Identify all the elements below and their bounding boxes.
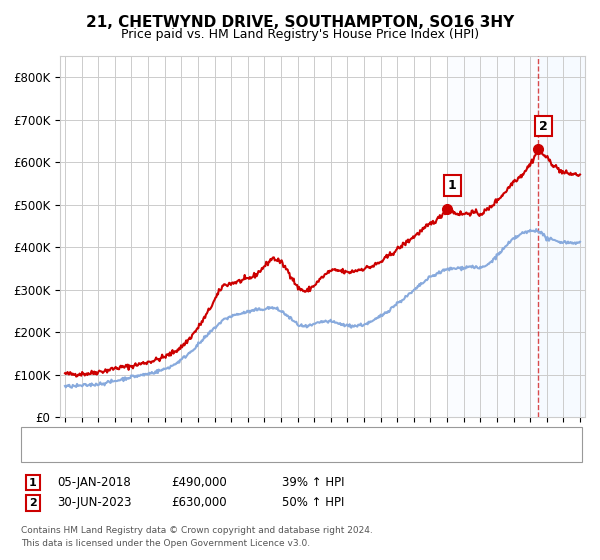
Bar (448, 56, 538, 417)
Text: 21, CHETWYND DRIVE, SOUTHAMPTON, SO16 3HY: 21, CHETWYND DRIVE, SOUTHAMPTON, SO16 3H… (86, 15, 514, 30)
Text: 05-JAN-2018: 05-JAN-2018 (57, 476, 131, 489)
Text: Price paid vs. HM Land Registry's House Price Index (HPI): Price paid vs. HM Land Registry's House … (121, 28, 479, 41)
Text: 39% ↑ HPI: 39% ↑ HPI (282, 476, 344, 489)
Text: 30-JUN-2023: 30-JUN-2023 (57, 496, 131, 510)
Text: This data is licensed under the Open Government Licence v3.0.: This data is licensed under the Open Gov… (21, 539, 310, 548)
Text: Contains HM Land Registry data © Crown copyright and database right 2024.: Contains HM Land Registry data © Crown c… (21, 526, 373, 535)
Bar (538, 56, 593, 417)
Text: HPI: Average price, detached house, Southampton: HPI: Average price, detached house, Sout… (72, 447, 335, 458)
Text: £490,000: £490,000 (171, 476, 227, 489)
Bar (538, 56, 593, 417)
Text: 21, CHETWYND DRIVE, SOUTHAMPTON, SO16 3HY (detached house): 21, CHETWYND DRIVE, SOUTHAMPTON, SO16 3H… (72, 432, 428, 442)
Text: ———: ——— (30, 431, 67, 444)
Text: 50% ↑ HPI: 50% ↑ HPI (282, 496, 344, 510)
Text: 1: 1 (448, 179, 457, 192)
Text: 1: 1 (29, 478, 37, 488)
Text: 2: 2 (539, 120, 548, 133)
Text: £630,000: £630,000 (171, 496, 227, 510)
Text: 2: 2 (29, 498, 37, 508)
Text: ———: ——— (30, 446, 67, 459)
